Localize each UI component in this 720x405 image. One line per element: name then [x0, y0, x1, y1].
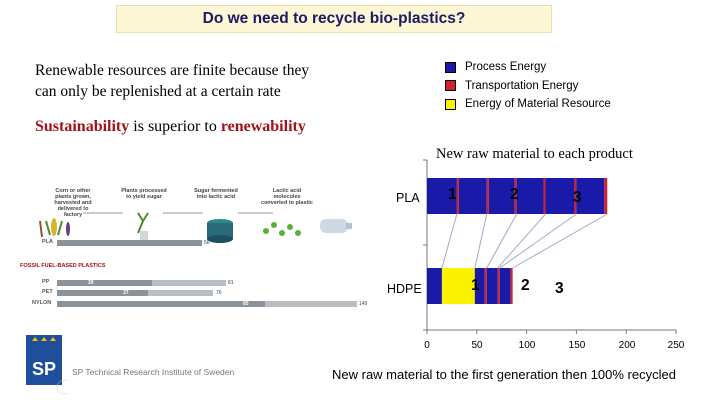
legend-item-transport: Transportation Energy: [445, 77, 611, 96]
corn-icon: [39, 218, 70, 238]
step-text-1: Corn or other plants grown, harvested an…: [54, 188, 92, 218]
sugar-plant-icon: [137, 212, 149, 241]
bar-segment-hdpe-0: [427, 268, 442, 304]
x-tick-0: 0: [424, 340, 430, 351]
ig-nylon-bar-inner: [57, 301, 265, 307]
ig-pet-bar-inner: [57, 290, 148, 296]
fermentation-tank-icon: [207, 219, 233, 243]
legend-label-process: Process Energy: [465, 61, 547, 74]
ig-pp-bar-inner: [57, 280, 152, 286]
category-label-hdpe: HDPE: [387, 282, 422, 296]
x-tick-200: 200: [618, 340, 636, 351]
legend-swatch-process: [445, 61, 456, 73]
ig-pp-inner-value: 39: [88, 280, 94, 286]
bar-segment-hdpe-4: [486, 268, 498, 304]
legend-label-transport: Transportation Energy: [465, 79, 579, 92]
legend-swatch-material: [445, 98, 456, 110]
ig-pp-label: PP: [42, 279, 50, 285]
process-illustration: [39, 212, 352, 243]
connector-line-0: [441, 213, 458, 269]
bar-segment-pla-3: [486, 178, 489, 214]
bar-segment-pla-9: [574, 178, 577, 214]
pla-segment-label-3: 3: [573, 189, 582, 206]
ig-nylon-label: NYLON: [32, 300, 52, 306]
ig-pla-bar: [57, 240, 202, 246]
sustainability-middle: is superior to: [129, 118, 221, 135]
step-text-4: Lactic acid molecules converted to plast…: [261, 188, 313, 206]
ig-nylon-end-value: 149: [359, 301, 368, 307]
bar-segment-pla-11: [604, 178, 608, 214]
bar-segment-hdpe-7: [510, 268, 513, 304]
connector-line-5: [512, 213, 608, 269]
bar-segment-pla-10: [576, 178, 605, 214]
legend-item-material: Energy of Material Resource: [445, 95, 611, 114]
chart-caption: New raw material to the first generation…: [332, 367, 676, 382]
bottle-icon: [320, 219, 352, 233]
renewability-word: renewability: [220, 118, 306, 135]
connector-line-3: [497, 213, 546, 269]
bar-segment-pla-4: [488, 178, 515, 214]
step-text-3: Sugar fermented into lactic acid: [194, 188, 238, 200]
sustainability-statement: Sustainability is superior to renewabili…: [35, 118, 306, 136]
ig-pet-label: PET: [42, 289, 53, 295]
page-title: Do we need to recycle bio-plastics?: [202, 10, 466, 27]
bar-segment-pla-0: [427, 178, 457, 214]
intro-line-2: can only be replenished at a certain rat…: [35, 83, 281, 100]
ig-pet-inner-value: 37: [123, 290, 129, 296]
bar-segment-pla-6: [516, 178, 544, 214]
molecule-icon: [263, 222, 301, 236]
bar-segment-hdpe-1: [441, 268, 475, 304]
bar-segment-hdpe-6: [499, 268, 511, 304]
hdpe-segment-label-1: 1: [471, 277, 480, 294]
hdpe-segment-label-2: 2: [521, 277, 530, 294]
plastics-infographic: Corn or other plants grown, harvested an…: [20, 183, 378, 313]
title-box: Do we need to recycle bio-plastics?: [116, 5, 552, 33]
x-tick-250: 250: [667, 340, 685, 351]
ig-fossil-heading: FOSSIL FUEL-BASED PLASTICS: [20, 263, 106, 269]
sp-logo-icon: SP: [26, 335, 68, 395]
sustainability-word: Sustainability: [35, 118, 130, 135]
intro-text: Renewable resources are finite because t…: [35, 60, 395, 102]
legend-item-process: Process Energy: [445, 58, 611, 77]
pla-segment-label-2: 2: [510, 186, 519, 203]
x-tick-100: 100: [518, 340, 536, 351]
ig-pla-value: 56: [204, 240, 210, 246]
intro-line-1: Renewable resources are finite because t…: [35, 62, 310, 79]
step-text-2: Plants processed to yield sugar: [121, 188, 167, 200]
ig-nylon-bar-outer: [265, 301, 357, 307]
bar-segment-pla-2: [458, 178, 487, 214]
pla-segment-label-1: 1: [448, 186, 457, 203]
logo-shield: [26, 335, 62, 385]
connector-line-1: [474, 213, 488, 269]
x-tick-150: 150: [568, 340, 586, 351]
new-raw-material-label: New raw material to each product: [436, 146, 633, 162]
logo-text: SP: [32, 359, 56, 379]
ig-pla-label: PLA: [42, 239, 53, 245]
bar-segment-pla-8: [545, 178, 575, 214]
bar-segment-hdpe-5: [497, 268, 500, 304]
ig-nylon-inner-value: 85: [243, 301, 249, 307]
legend-swatch-transport: [445, 80, 456, 92]
bar-segment-hdpe-3: [484, 268, 487, 304]
ig-pet-end-value: 76: [216, 290, 222, 296]
chart-legend: Process Energy Transportation Energy Ene…: [445, 58, 611, 114]
category-label-pla: PLA: [396, 191, 420, 205]
legend-label-material: Energy of Material Resource: [465, 98, 611, 111]
ig-pp-bar-outer: [152, 280, 226, 286]
bar-segment-hdpe-2: [474, 268, 485, 304]
bar-segment-pla-5: [514, 178, 517, 214]
sp-institute-text: SP Technical Research Institute of Swede…: [72, 367, 235, 377]
hdpe-segment-label-3: 3: [555, 280, 564, 297]
bar-segment-pla-1: [456, 178, 459, 214]
ig-pp-end-value: 81: [228, 280, 234, 286]
ig-pet-bar-outer: [148, 290, 213, 296]
x-tick-50: 50: [471, 340, 483, 351]
connector-line-4: [499, 213, 577, 269]
connector-line-2: [486, 213, 518, 269]
bar-segment-pla-7: [543, 178, 546, 214]
